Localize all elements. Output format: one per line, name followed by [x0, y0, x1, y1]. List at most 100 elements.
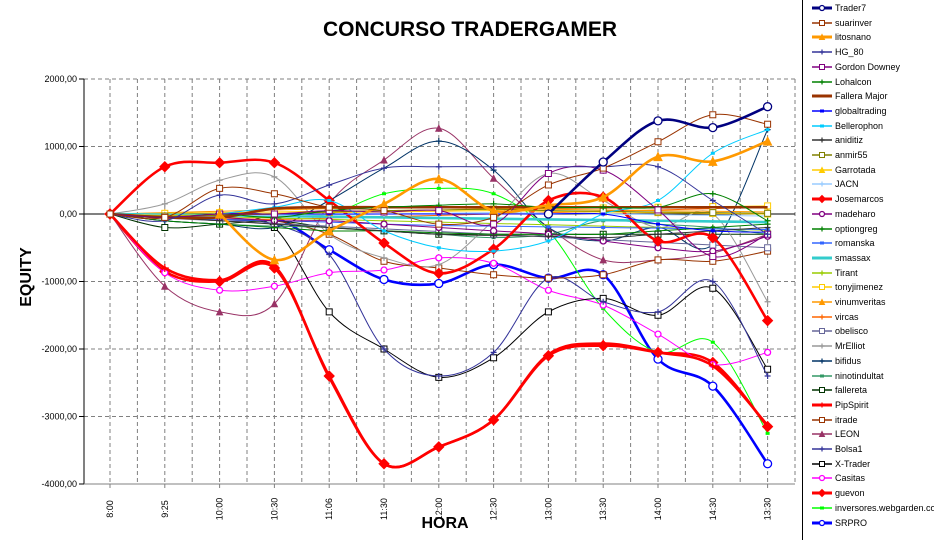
- legend-label: smassax: [835, 252, 871, 263]
- legend-label: bifidus: [835, 355, 862, 366]
- legend-item: ninotindultat: [811, 368, 884, 383]
- data-point: [707, 231, 719, 244]
- x-tick-label: 12:00: [434, 498, 444, 521]
- legend-item: suarinver: [811, 15, 872, 30]
- data-point: [654, 348, 662, 357]
- legend-item: tonyjimenez: [811, 280, 883, 295]
- data-point: [600, 298, 607, 305]
- legend-item: inversores.webgarden.com: [811, 500, 934, 515]
- data-point: [434, 278, 444, 289]
- data-point: [599, 339, 608, 348]
- data-point: [378, 237, 390, 249]
- y-tick-label: -4000,00: [41, 479, 77, 489]
- legend-swatch: [812, 374, 832, 377]
- data-point: [324, 225, 335, 236]
- data-point: [434, 124, 443, 132]
- data-point: [599, 255, 608, 264]
- legend-label: PipSpirit: [835, 399, 869, 410]
- legend-swatch: [812, 137, 832, 143]
- legend-item: LEON: [811, 427, 860, 442]
- data-point: [215, 307, 224, 316]
- data-point: [546, 225, 551, 229]
- data-point: [543, 209, 554, 219]
- legend-marker: [818, 430, 826, 438]
- legend-swatch: [812, 33, 832, 41]
- legend-marker: [819, 226, 825, 231]
- data-point: [491, 249, 496, 253]
- legend-marker: [819, 19, 825, 26]
- data-point: [764, 209, 772, 217]
- data-point: [106, 210, 114, 218]
- legend-label: romanska: [835, 238, 875, 249]
- x-tick-label: 10:30: [269, 498, 279, 521]
- legend-label: ninotindultat: [835, 370, 884, 381]
- legend-label: SRPRO: [835, 517, 868, 528]
- legend-swatch: [812, 63, 832, 70]
- data-point: [490, 163, 497, 170]
- data-point: [435, 254, 443, 262]
- data-point: [761, 314, 774, 327]
- legend-label: madeharo: [835, 208, 876, 219]
- legend-label: Josemarcos: [835, 194, 884, 205]
- legend-swatch: [812, 94, 832, 98]
- data-point: [765, 431, 770, 435]
- legend-label: obelisco: [835, 326, 869, 337]
- data-point: [655, 163, 661, 170]
- data-point: [598, 192, 609, 202]
- data-point: [710, 340, 715, 344]
- data-point: [436, 186, 441, 190]
- data-point: [380, 155, 388, 164]
- data-point: [161, 200, 168, 207]
- legend: Trader7 suarinver litosnano HG_80 Gordon Dow…: [802, 0, 934, 540]
- data-point: [271, 200, 278, 207]
- series-suarinver: [106, 111, 772, 228]
- legend-label: itrade: [835, 414, 858, 425]
- legend-item: Lohalcon: [811, 74, 872, 89]
- data-point: [654, 138, 662, 146]
- data-point: [762, 102, 773, 112]
- legend-swatch: [812, 19, 832, 26]
- series-trader7: [543, 102, 773, 219]
- y-tick-label: -1000,00: [41, 277, 77, 287]
- data-point: [654, 330, 662, 338]
- legend-swatch: [812, 152, 832, 158]
- legend-marker: [819, 416, 825, 423]
- series-line: [219, 212, 769, 465]
- legend-label: LEON: [835, 429, 860, 440]
- legend-swatch: [812, 194, 832, 204]
- legend-label: optiongreg: [835, 223, 878, 234]
- legend-item: fallereta: [811, 383, 867, 398]
- x-tick-label: 13:00: [543, 498, 553, 521]
- data-point: [598, 157, 608, 167]
- data-point: [435, 138, 442, 145]
- legend-label: aniditiz: [835, 135, 864, 146]
- data-point: [213, 156, 226, 169]
- data-point: [268, 156, 281, 169]
- legend-swatch: [812, 506, 832, 510]
- x-tick-label: 14:30: [708, 498, 718, 521]
- data-point: [382, 192, 386, 196]
- data-point: [708, 122, 718, 133]
- y-tick-label: -3000,00: [41, 412, 77, 422]
- legend-item: Tirant: [811, 265, 858, 280]
- legend-label: vircas: [835, 311, 859, 322]
- data-point: [652, 235, 664, 247]
- series-hg-80: [107, 163, 771, 238]
- data-point: [709, 278, 716, 285]
- data-point: [763, 421, 772, 430]
- legend-label: fallereta: [835, 385, 868, 396]
- data-point: [656, 199, 660, 202]
- x-axis-label: HORA: [421, 515, 469, 532]
- legend-item: litosnano: [811, 30, 871, 45]
- data-point: [764, 231, 771, 238]
- data-point: [708, 361, 717, 370]
- data-point: [599, 271, 607, 279]
- data-point: [435, 207, 443, 215]
- data-point: [214, 208, 225, 219]
- data-point: [545, 163, 552, 170]
- data-point: [379, 274, 389, 285]
- legend-label: MrElliot: [835, 341, 866, 352]
- data-point: [325, 308, 333, 316]
- legend-swatch: [812, 226, 832, 231]
- legend-marker: [819, 460, 825, 467]
